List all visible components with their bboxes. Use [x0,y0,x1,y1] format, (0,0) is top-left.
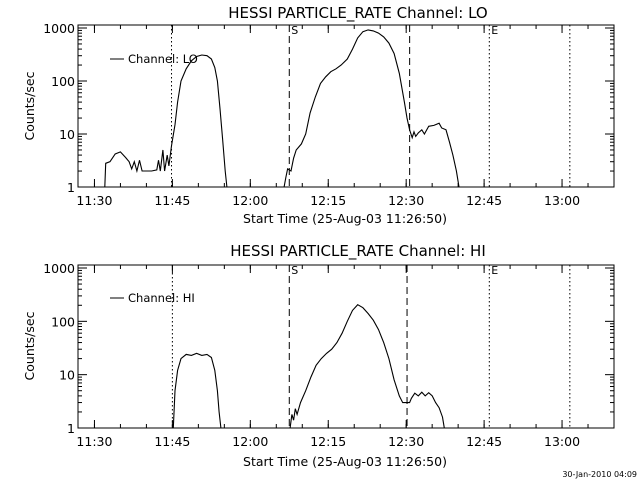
time-marker-label-lo: S [291,24,298,37]
series-hi [172,304,445,429]
series-line-hi [172,352,222,429]
x-tick-label-hi: 12:00 [232,434,268,449]
x-tick-label-hi: 12:15 [310,434,346,449]
x-tick-label-hi: 12:30 [388,434,424,449]
time-marker-label-lo: E [491,24,498,37]
y-axis-label-lo: Counts/sec [22,71,37,140]
series-lo [104,29,460,188]
axis-ticks-lo: 11:30 11:45 12:00 12:15 12:30 12:45 13:00 1 10 10… [43,21,615,208]
x-tick-label-hi: 11:45 [154,434,190,449]
x-tick-label-lo: 12:15 [310,193,346,208]
y-axis-label-hi: Counts/sec [22,311,37,380]
y-tick-label-lo: 1 [67,180,75,195]
x-tick-label-hi: 11:30 [76,434,112,449]
y-tick-label-hi: 1000 [43,261,75,276]
series-line-lo [104,54,228,188]
time-marker-label-hi: S [291,264,298,277]
x-axis-label-lo: Start Time (25-Aug-03 11:26:50) [243,211,447,226]
x-tick-label-lo: 12:00 [232,193,268,208]
x-tick-label-lo: 13:00 [544,193,580,208]
time-marker-label-hi: E [491,264,498,277]
y-tick-label-lo: 100 [51,74,75,89]
plot-frame-hi [77,264,615,429]
axis-ticks-hi: 11:30 11:45 12:00 12:15 12:30 12:45 13:00 1 10 10… [43,261,615,449]
chart-title-hi: HESSI PARTICLE_RATE Channel: HI [230,242,486,261]
legend-label-lo: Channel: LO [128,52,198,66]
x-tick-label-lo: 11:45 [154,193,190,208]
y-tick-label-hi: 1 [67,421,75,436]
y-tick-label-hi: 100 [51,314,75,329]
y-tick-label-lo: 1000 [43,21,75,36]
legend-label-hi: Channel: HI [128,291,195,305]
x-tick-label-lo: 11:30 [76,193,112,208]
series-line-hi [289,304,445,429]
x-tick-label-hi: 12:45 [466,434,502,449]
chart-panel-lo: HESSI PARTICLE_RATE Channel: LO 11:30 11:… [22,4,615,226]
timestamp: 30-Jan-2010 04:09 [562,470,637,479]
y-tick-label-hi: 10 [59,368,75,383]
chart-panel-hi: HESSI PARTICLE_RATE Channel: HI 11:30 11:… [22,242,615,469]
legend-hi: Channel: HI [110,291,195,305]
x-tick-label-lo: 12:30 [388,193,424,208]
x-axis-label-hi: Start Time (25-Aug-03 11:26:50) [243,454,447,469]
series-line-lo [283,29,460,188]
plot-frame-lo [77,24,615,188]
chart-title-lo: HESSI PARTICLE_RATE Channel: LO [228,4,487,23]
y-tick-label-lo: 10 [59,127,75,142]
legend-lo: Channel: LO [110,52,198,66]
x-tick-label-lo: 12:45 [466,193,502,208]
x-tick-label-hi: 13:00 [544,434,580,449]
